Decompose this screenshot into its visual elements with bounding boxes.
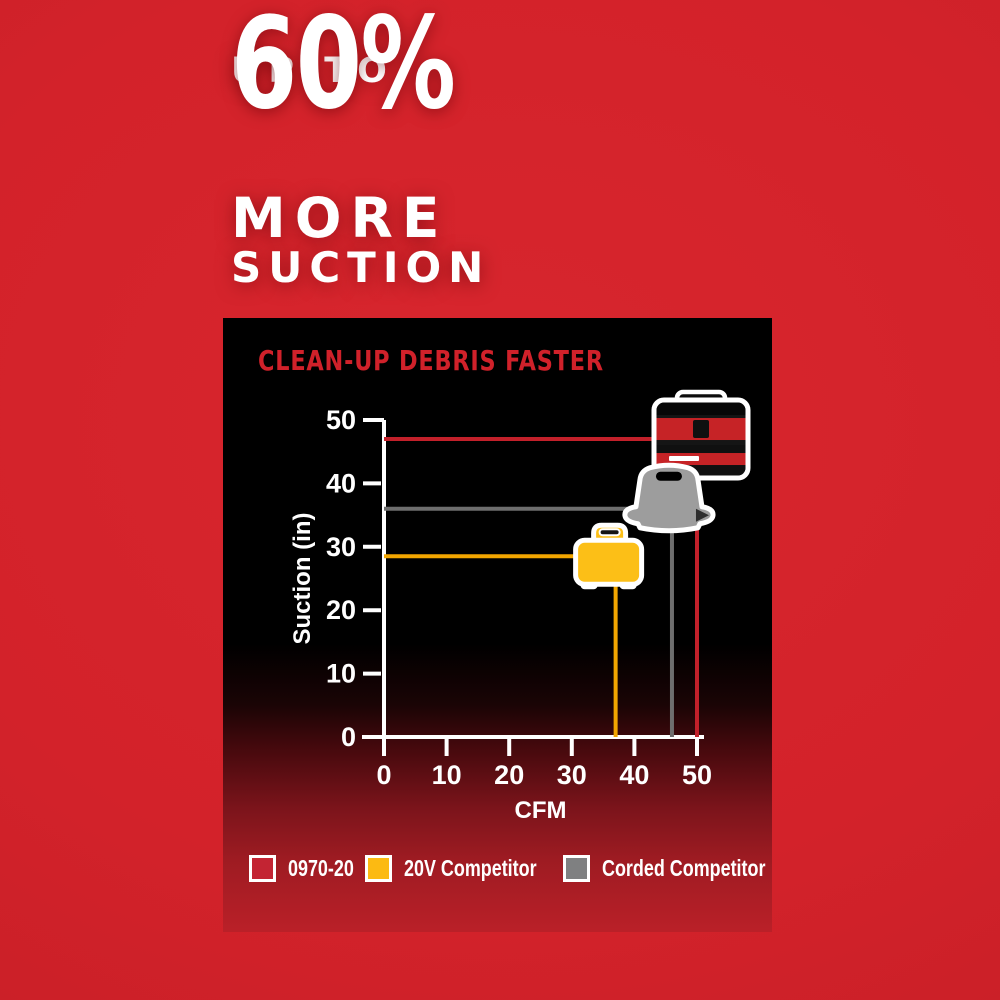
chart-panel: CLEAN-UP DEBRIS FASTER 0 10 20 30 40 50 0 10 20 3…	[223, 318, 772, 932]
headline-suction: SUCTION	[231, 243, 491, 292]
vacuum-latch	[693, 420, 709, 439]
chart-svg: 0 10 20 30 40 50 0 10 20 30 40 50 Suction (in) CFM	[289, 389, 751, 824]
legend-label: Corded Competitor	[602, 855, 766, 881]
y-tick-label: 20	[326, 595, 356, 625]
legend-swatch	[563, 855, 590, 882]
headline-up-to: UP TO	[231, 51, 396, 91]
vacuum-lid	[656, 402, 746, 416]
y-tick-label: 0	[341, 722, 356, 752]
legend-item-20v-competitor: 20V Competitor	[365, 855, 574, 882]
vacuum-body	[573, 537, 645, 587]
x-tick-label: 30	[557, 760, 587, 790]
vacuum-logo-text	[669, 456, 699, 462]
legend-label: 0970-20	[288, 855, 354, 881]
headline-more: MORE	[231, 186, 449, 250]
legend-swatch	[365, 855, 392, 882]
20v-competitor-vacuum-icon	[573, 522, 645, 590]
y-tick-label: 40	[326, 468, 356, 498]
vacuum-logo-stripe	[656, 453, 746, 466]
y-tick-label: 10	[326, 659, 356, 689]
legend-item-0970-20: 0970-20	[249, 855, 372, 882]
legend-item-corded-competitor: Corded Competitor	[563, 855, 812, 882]
vacuum-spout	[695, 508, 709, 522]
suction-vs-cfm-chart: 0 10 20 30 40 50 0 10 20 30 40 50 Suction (in) CFM	[223, 318, 772, 932]
x-tick-label: 40	[619, 760, 649, 790]
x-tick-label: 10	[432, 760, 462, 790]
x-axis-title: CFM	[515, 797, 567, 824]
vacuum-handle-hole	[655, 471, 682, 481]
legend-label: 20V Competitor	[404, 855, 537, 881]
milwaukee-cordless-vacuum-icon	[651, 389, 751, 481]
x-tick-label: 20	[494, 760, 524, 790]
x-tick-label: 0	[376, 760, 391, 790]
y-axis-title: Suction (in)	[289, 513, 316, 645]
chart-legend: 0970-20 20V Competitor Corded Competitor	[223, 855, 772, 887]
y-tick-label: 30	[326, 532, 356, 562]
legend-swatch	[249, 855, 276, 882]
chart-title: CLEAN-UP DEBRIS FASTER	[258, 344, 604, 377]
x-tick-label: 50	[682, 760, 712, 790]
y-tick-label: 50	[326, 405, 356, 435]
vacuum-dome-body	[622, 462, 716, 534]
vacuum-handle-slot	[598, 528, 621, 537]
corded-competitor-vacuum-icon	[622, 462, 716, 534]
headline-60-percent: 60%	[231, 0, 456, 137]
